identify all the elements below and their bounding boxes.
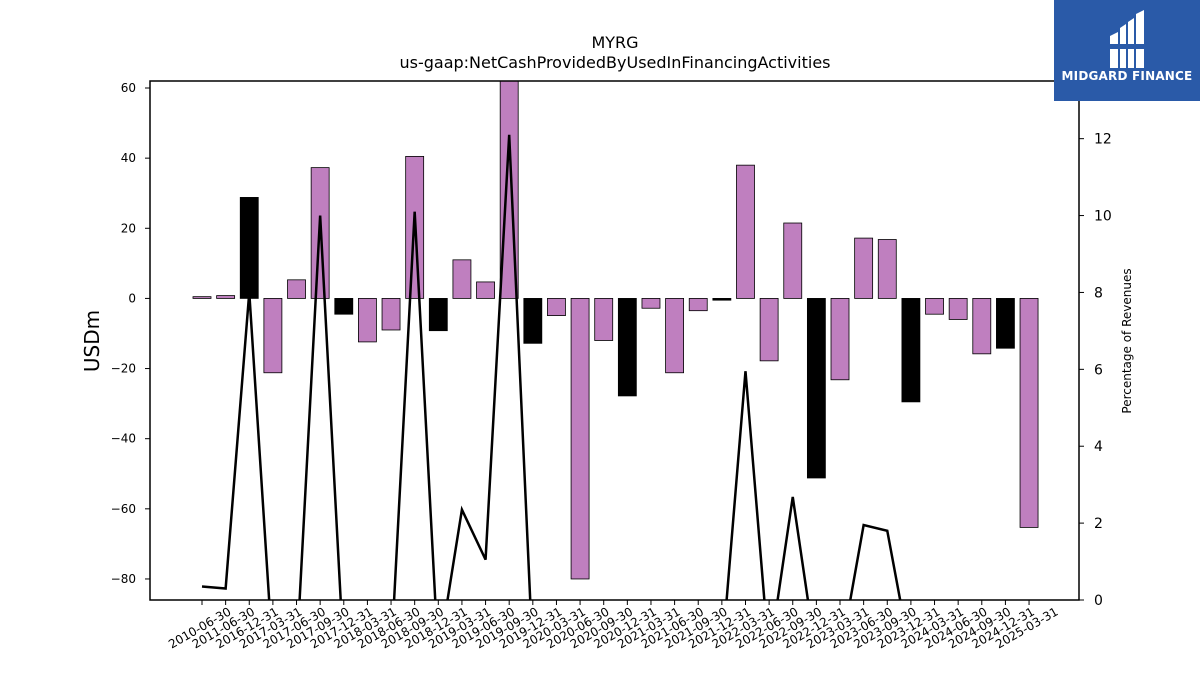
chart-subtitle: us-gaap:NetCashProvidedByUsedInFinancing… <box>399 53 830 72</box>
bar-2025-03-31 <box>1019 298 1039 528</box>
y-tick-label: −60 <box>111 502 136 516</box>
bar-2021-09-30 <box>688 298 708 312</box>
y-tick-label: 60 <box>121 81 136 95</box>
y2-axis: 0 2 4 6 8 10 12 <box>1079 132 1112 609</box>
bar-2020-12-31 <box>617 298 637 397</box>
plot-frame <box>149 80 1080 601</box>
bar-2019-06-30 <box>476 281 495 299</box>
bar-2024-06-30 <box>948 298 968 320</box>
bar-2011-06-30 <box>216 295 236 299</box>
bars-layer <box>192 80 1039 580</box>
bar-2023-03-31 <box>830 298 850 381</box>
bar-2024-09-30 <box>972 298 992 355</box>
bar-2022-12-31 <box>806 298 826 479</box>
y2-tick-label: 0 <box>1094 593 1103 609</box>
y2-tick-label: 12 <box>1094 132 1112 148</box>
bar-2022-03-31 <box>736 164 755 299</box>
y2-tick-label: 2 <box>1094 516 1103 532</box>
y-tick-label: −20 <box>111 362 136 376</box>
y-axis: −80 −60 −40 −20 0 20 40 60 <box>111 81 150 586</box>
logo-text: MIDGARD FINANCE <box>1061 69 1193 83</box>
y-tick-label: 20 <box>121 221 136 235</box>
y-tick-label: −40 <box>111 432 136 446</box>
bar-2022-09-30 <box>783 222 803 299</box>
y-tick-label: −80 <box>111 572 136 586</box>
bar-2010-06-30 <box>192 296 212 299</box>
bar-2021-12-31 <box>712 298 732 301</box>
bar-2020-03-31 <box>547 298 566 317</box>
y2-tick-label: 8 <box>1094 285 1103 301</box>
bar-2016-12-31 <box>239 197 259 299</box>
bar-2024-03-31 <box>925 298 944 315</box>
bar-2020-09-30 <box>594 298 614 341</box>
bar-2018-12-31 <box>428 298 448 332</box>
bar-2020-06-30 <box>570 298 590 580</box>
bar-2022-06-30 <box>759 298 779 362</box>
chart-title: MYRG <box>591 33 638 52</box>
y-axis-label: USDm <box>80 310 104 372</box>
y2-axis-label: Percentage of Revenues <box>1120 268 1134 413</box>
bar-2023-12-31 <box>901 298 921 403</box>
revenue-percentage-line <box>201 134 902 600</box>
bar-2018-03-31 <box>358 298 377 343</box>
bar-2023-09-30 <box>877 239 897 299</box>
bar-2017-12-31 <box>334 298 354 315</box>
y2-tick-label: 4 <box>1094 439 1103 455</box>
bar-2021-06-30 <box>665 298 684 374</box>
midgard-finance-logo: MIDGARD FINANCE <box>1054 0 1200 101</box>
y-tick-label: 40 <box>121 151 136 165</box>
y2-tick-label: 6 <box>1094 362 1103 378</box>
bar-2017-03-31 <box>263 298 283 374</box>
x-axis: 2010-06-302011-06-302016-12-312017-03-31… <box>166 600 1061 651</box>
bar-2019-12-31 <box>523 298 543 344</box>
y-tick-label: 0 <box>128 291 136 305</box>
logo-mark-icon <box>1108 10 1146 68</box>
line-layer <box>201 134 902 600</box>
bar-2018-06-30 <box>381 298 401 331</box>
bar-2024-12-31 <box>996 298 1015 349</box>
bar-2017-06-30 <box>287 279 306 299</box>
bar-2019-03-31 <box>452 259 472 299</box>
y2-tick-label: 10 <box>1094 209 1112 225</box>
bar-2021-03-31 <box>641 298 661 309</box>
bar-2023-06-30 <box>854 237 874 299</box>
